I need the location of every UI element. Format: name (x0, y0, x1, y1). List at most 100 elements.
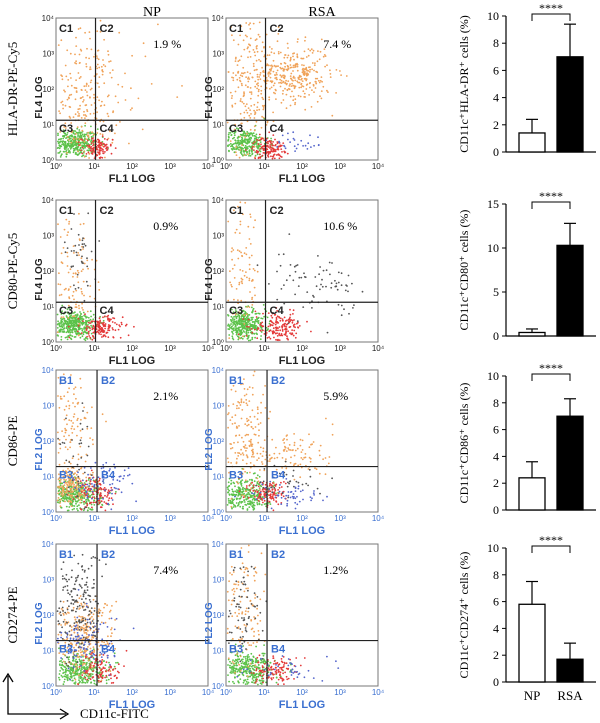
event-dot (260, 324, 263, 327)
event-dot (261, 96, 264, 99)
event-dot (315, 285, 318, 288)
event-dot (111, 141, 114, 144)
event-dot (60, 293, 63, 296)
event-dot (308, 433, 310, 436)
event-dot (232, 403, 235, 405)
event-dot (80, 669, 82, 672)
event-dot (81, 239, 84, 242)
event-dot (86, 496, 89, 499)
event-dot (245, 76, 248, 78)
event-dot (86, 310, 89, 313)
event-dot (69, 268, 72, 271)
x-tick-label: 10⁴ (372, 344, 385, 353)
event-dot (287, 494, 290, 497)
event-dot (326, 89, 328, 92)
event-dot (64, 336, 67, 339)
event-dot (245, 462, 248, 465)
event-dot (69, 321, 71, 324)
event-dot (120, 323, 123, 326)
event-dot (58, 147, 61, 150)
event-dot (74, 288, 77, 290)
event-dot (289, 104, 292, 107)
event-dot (69, 462, 72, 465)
event-dot (278, 82, 280, 84)
event-dot (69, 672, 71, 674)
quadrant-label: B3 (59, 470, 73, 482)
event-dot (289, 83, 291, 86)
event-dot (324, 473, 327, 476)
event-dot (86, 483, 89, 486)
event-dot (234, 60, 237, 62)
event-dot (75, 141, 78, 143)
x-tick-label: 10⁴ (202, 162, 215, 171)
event-dot (92, 133, 95, 136)
event-dot (299, 490, 302, 493)
event-dot (289, 480, 292, 483)
event-dot (96, 330, 99, 333)
event-dot (286, 438, 288, 441)
event-dot (310, 48, 313, 51)
quadrant-label: B4 (101, 470, 116, 482)
y-tick-label: 10⁰ (42, 156, 54, 165)
event-dot (80, 270, 83, 273)
event-dot (66, 152, 68, 154)
event-dot (248, 334, 250, 337)
event-dot (103, 145, 105, 148)
event-dot (246, 140, 249, 143)
event-dot (309, 68, 311, 71)
event-dot (76, 154, 79, 156)
event-dot (228, 337, 231, 339)
event-dot (60, 39, 63, 42)
event-dot (324, 457, 327, 459)
event-dot (267, 64, 269, 66)
event-dot (99, 30, 102, 33)
event-dot (75, 36, 77, 39)
event-dot (243, 111, 246, 114)
event-dot (254, 495, 256, 498)
event-dot (233, 128, 236, 131)
event-dot (262, 116, 265, 119)
event-dot (328, 261, 331, 264)
event-dot (316, 77, 319, 80)
event-dot (69, 498, 72, 500)
event-dot (276, 321, 279, 323)
event-dot (98, 289, 101, 291)
event-dot (269, 72, 272, 75)
event-dot (70, 84, 73, 87)
event-dot (251, 296, 254, 299)
event-dot (69, 145, 72, 148)
event-dot (79, 239, 81, 242)
event-dot (254, 85, 257, 88)
event-dot (93, 93, 95, 96)
event-dot (235, 146, 238, 149)
event-dot (260, 401, 262, 404)
event-dot (77, 483, 80, 485)
event-dot (113, 665, 116, 668)
event-dot (71, 503, 73, 505)
event-dot (81, 96, 84, 98)
event-dot (271, 495, 274, 498)
event-dot (90, 469, 93, 472)
event-dot (253, 129, 256, 132)
event-dot (248, 314, 251, 316)
event-dot (245, 334, 248, 337)
event-dot (61, 310, 63, 313)
event-dot (118, 475, 121, 478)
event-dot (73, 328, 76, 331)
event-dot (87, 316, 90, 319)
event-dot (91, 258, 93, 261)
event-dot (255, 59, 258, 62)
event-dot (72, 116, 75, 118)
event-dot (82, 320, 84, 322)
event-dot (73, 507, 75, 510)
event-dot (67, 143, 70, 146)
event-dot (280, 496, 283, 499)
event-dot (57, 152, 60, 154)
event-dot (227, 220, 230, 223)
event-dot (262, 152, 265, 154)
event-dot (232, 72, 235, 74)
event-dot (90, 320, 93, 323)
event-dot (252, 490, 255, 492)
event-dot (273, 153, 276, 156)
event-dot (293, 66, 295, 69)
